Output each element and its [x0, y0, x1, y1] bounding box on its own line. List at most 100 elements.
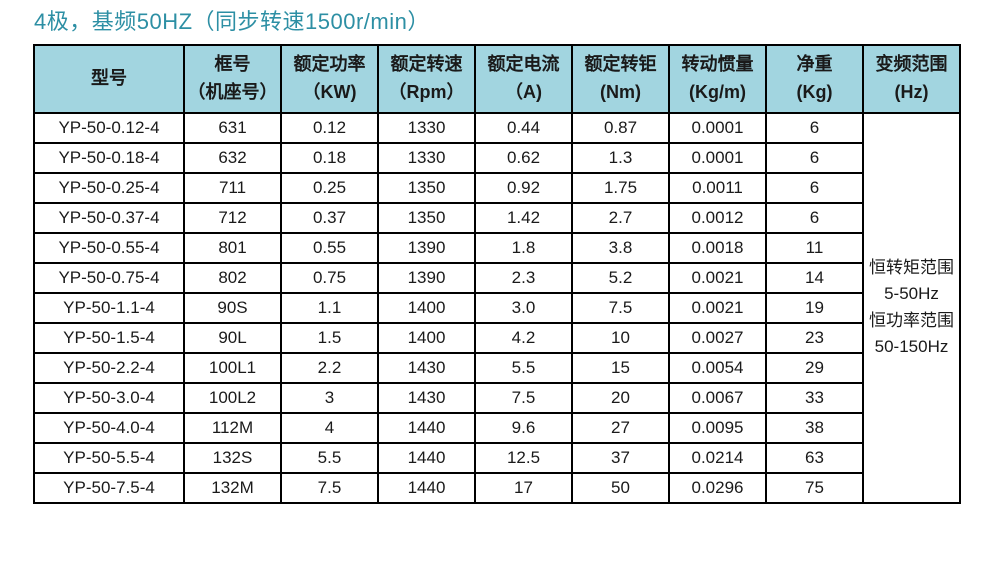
header-rated-current: 额定电流 （A) [474, 43, 573, 114]
table-cell: 9.6 [474, 411, 573, 444]
table-cell: 6 [765, 111, 864, 144]
table-cell: 10 [571, 321, 670, 354]
header-line2: (Kg/m) [689, 81, 746, 102]
table-cell: 0.25 [280, 171, 379, 204]
table-cell: 0.0296 [668, 471, 767, 504]
header-line2: (Nm) [600, 81, 641, 102]
motor-spec-table: 型号 框号 （机座号） 额定功率 （KW) 额定转速 （Rpm） 额定电流 [33, 43, 961, 504]
table-cell: 1390 [377, 261, 476, 294]
table-cell: 2.2 [280, 351, 379, 384]
header-line1: 额定转钜 [584, 53, 657, 74]
table-cell: 17 [474, 471, 573, 504]
header-net-weight: 净重 (Kg) [765, 43, 864, 114]
table-cell: 6 [765, 201, 864, 234]
table-cell: 7.5 [280, 471, 379, 504]
table-cell: 1.1 [280, 291, 379, 324]
frequency-range-line: 5-50Hz [884, 284, 939, 304]
table-cell: 0.18 [280, 141, 379, 174]
table-row: YP-50-0.18-4 632 0.18 1330 0.62 1.3 0.0001 6 [33, 141, 960, 174]
table-cell: YP-50-4.0-4 [33, 411, 185, 444]
frequency-range-line: 50-150Hz [874, 336, 949, 356]
table-cell: 801 [183, 231, 282, 264]
table-row: YP-50-0.25-4 711 0.25 1350 0.92 1.75 0.0011 6 [33, 171, 960, 204]
table-cell: 0.92 [474, 171, 573, 204]
table-cell: 0.0001 [668, 111, 767, 144]
table-cell: 1.8 [474, 231, 573, 264]
table-cell: 4.2 [474, 321, 573, 354]
table-row: YP-50-0.55-4 801 0.55 1390 1.8 3.8 0.0018 11 [33, 231, 960, 264]
header-line1: 额定转速 [390, 53, 463, 74]
table-cell: 37 [571, 441, 670, 474]
table-cell: 0.0001 [668, 141, 767, 174]
header-line2: （Rpm） [388, 81, 465, 102]
table-cell: 132M [183, 471, 282, 504]
table-cell: 0.37 [280, 201, 379, 234]
table-cell: 0.0054 [668, 351, 767, 384]
table-cell: YP-50-0.37-4 [33, 201, 185, 234]
header-line1: 框号 [214, 53, 251, 74]
table-cell: 0.0214 [668, 441, 767, 474]
frequency-range-line: 恒转矩范围 [869, 257, 954, 277]
table-cell: YP-50-0.18-4 [33, 141, 185, 174]
table-cell: YP-50-0.55-4 [33, 231, 185, 264]
table-cell: 1.3 [571, 141, 670, 174]
table-row: YP-50-3.0-4 100L2 3 1430 7.5 20 0.0067 33 [33, 381, 960, 414]
table-cell: 6 [765, 171, 864, 204]
frequency-range-line: 恒功率范围 [869, 310, 954, 330]
table-cell: 1350 [377, 171, 476, 204]
table-cell: 132S [183, 441, 282, 474]
table-cell: 0.0021 [668, 261, 767, 294]
table-cell: YP-50-3.0-4 [33, 381, 185, 414]
table-cell: 5.2 [571, 261, 670, 294]
table-cell: YP-50-0.12-4 [33, 111, 185, 144]
header-model: 型号 [33, 43, 185, 114]
table-cell: YP-50-1.5-4 [33, 321, 185, 354]
table-cell: 1440 [377, 441, 476, 474]
table-cell: YP-50-2.2-4 [33, 351, 185, 384]
table-cell: 19 [765, 291, 864, 324]
header-line2: （KW) [302, 81, 357, 102]
table-cell: 2.7 [571, 201, 670, 234]
header-line1: 净重 [796, 53, 833, 74]
table-cell: 0.75 [280, 261, 379, 294]
table-cell: YP-50-7.5-4 [33, 471, 185, 504]
header-inertia: 转动惯量 (Kg/m) [668, 43, 767, 114]
table-cell: 0.0021 [668, 291, 767, 324]
table-cell: 2.3 [474, 261, 573, 294]
table-cell: 712 [183, 201, 282, 234]
header-line1: 变频范围 [875, 53, 948, 74]
table-cell: YP-50-5.5-4 [33, 441, 185, 474]
table-cell: 0.0018 [668, 231, 767, 264]
table-cell: 1390 [377, 231, 476, 264]
table-row: YP-50-0.12-4 631 0.12 1330 0.44 0.87 0.0001 6 恒转… [33, 111, 961, 504]
table-cell: 6 [765, 141, 864, 174]
table-cell: 7.5 [474, 381, 573, 414]
table-row: YP-50-7.5-4 132M 7.5 1440 17 50 0.0296 75 [33, 471, 960, 504]
table-cell: 3.0 [474, 291, 573, 324]
table-cell: 33 [765, 381, 864, 414]
header-rated-power: 额定功率 （KW) [280, 43, 379, 114]
table-cell: 1350 [377, 201, 476, 234]
table-cell: 0.44 [474, 111, 573, 144]
table-row: YP-50-0.75-4 802 0.75 1390 2.3 5.2 0.0021 14 [33, 261, 960, 294]
table-cell: 38 [765, 411, 864, 444]
header-line2: (Kg) [796, 81, 833, 102]
table-cell: 15 [571, 351, 670, 384]
table-row: YP-50-1.5-4 90L 1.5 1400 4.2 10 0.0027 23 [33, 321, 960, 354]
table-cell: 23 [765, 321, 864, 354]
table-cell: 0.62 [474, 141, 573, 174]
table-cell: 1.5 [280, 321, 379, 354]
table-cell: 5.5 [474, 351, 573, 384]
table-cell: 4 [280, 411, 379, 444]
table-cell: 20 [571, 381, 670, 414]
header-frame: 框号 （机座号） [183, 43, 282, 114]
table-cell: 1430 [377, 381, 476, 414]
table-cell: 1.75 [571, 171, 670, 204]
table-cell: 1400 [377, 291, 476, 324]
header-line1: 转动惯量 [681, 53, 754, 74]
table-cell: 29 [765, 351, 864, 384]
table-row: YP-50-1.1-4 90S 1.1 1400 3.0 7.5 0.0021 19 [33, 291, 960, 324]
table-cell: 802 [183, 261, 282, 294]
table-cell: 1.42 [474, 201, 573, 234]
table-cell: 1330 [377, 111, 476, 144]
